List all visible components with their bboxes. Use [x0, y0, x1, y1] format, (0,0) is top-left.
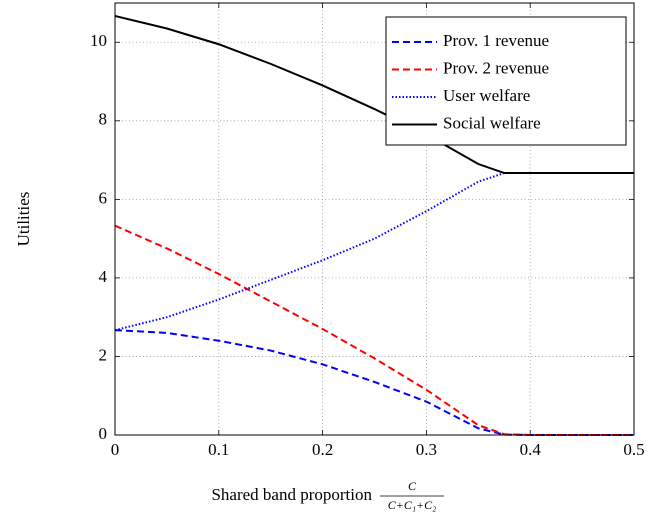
y-tick-label: 10	[90, 31, 107, 50]
y-tick-label: 0	[99, 424, 108, 443]
series-line	[114, 329, 634, 436]
series-line	[114, 224, 634, 436]
x-tick-label: 0.3	[416, 440, 437, 459]
legend-label: Prov. 2 revenue	[443, 58, 549, 77]
legend: Prov. 1 revenue Prov. 2 revenue User welfa…	[385, 16, 627, 146]
y-tick-label: 6	[99, 188, 108, 207]
x-tick-label: 0.1	[208, 440, 229, 459]
x-axis-label: Shared band proportion	[211, 485, 372, 504]
x-label-denominator: C+C₁+C₂	[388, 498, 437, 512]
y-tick-label: 2	[99, 345, 108, 364]
series-line	[114, 172, 634, 332]
legend-label: User welfare	[443, 86, 530, 105]
legend-label: Prov. 1 revenue	[443, 31, 549, 50]
y-tick-label: 4	[99, 267, 108, 286]
y-axis-label: Utilities	[14, 192, 33, 247]
x-tick-label: 0	[111, 440, 120, 459]
x-tick-label: 0.5	[623, 440, 644, 459]
x-tick-label: 0.4	[520, 440, 542, 459]
plot-frame	[114, 2, 635, 436]
y-tick-label: 8	[99, 110, 108, 129]
x-label-numerator: C	[408, 479, 417, 493]
x-tick-label: 0.2	[312, 440, 333, 459]
legend-label: Social welfare	[443, 113, 541, 132]
